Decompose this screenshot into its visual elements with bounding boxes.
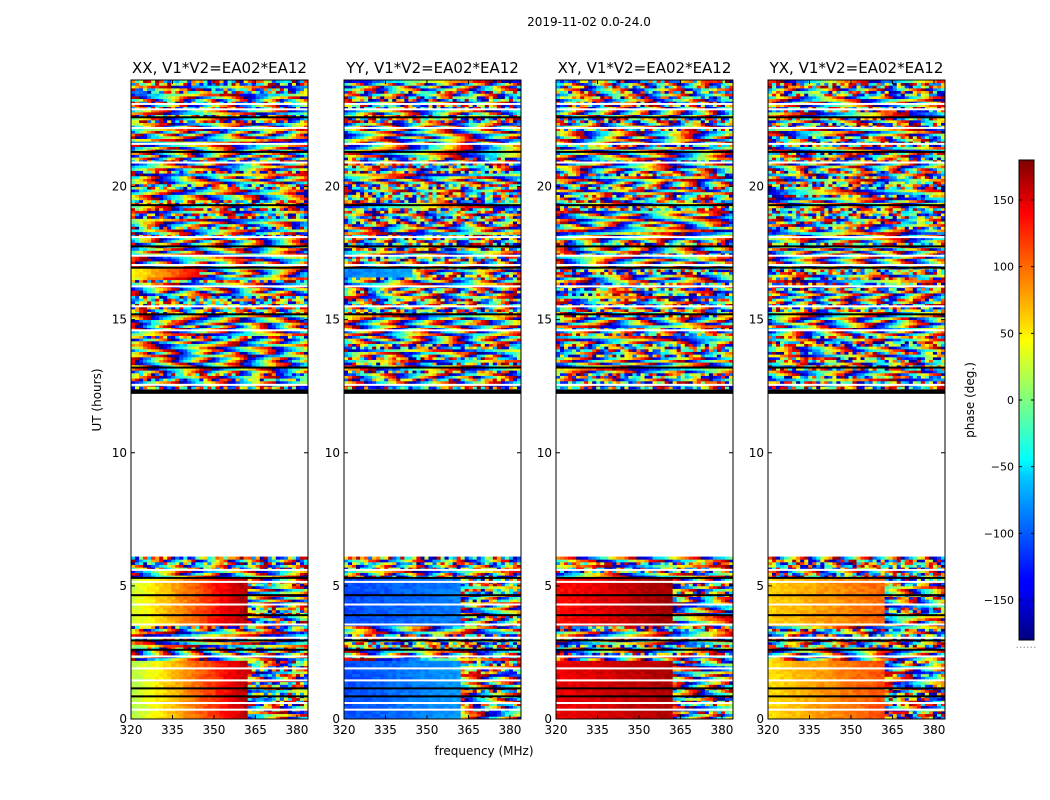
x-tick-label: 380 <box>922 723 945 737</box>
y-tick-label: 15 <box>112 313 127 327</box>
panel-3: XY, V1*V2=EA02*EA12 320 335 350 365 380 0 5 10 15… <box>537 59 734 737</box>
colorbar-tick-label: 0 <box>1007 394 1014 407</box>
colorbar-ticks: 150 100 50 0 −50 −100 −150 <box>984 194 1034 607</box>
y-tick-label: 0 <box>544 712 552 726</box>
y-tick-label: 10 <box>537 446 552 460</box>
panels: XX, V1*V2=EA02*EA12 320 335 350 365 380 0 5 10 15… <box>112 59 946 737</box>
x-tick-label: 320 <box>757 723 780 737</box>
x-tick-label: 320 <box>120 723 143 737</box>
y-tick-label: 20 <box>537 180 552 194</box>
x-axis-label: frequency (MHz) <box>434 744 533 758</box>
y-tick-label: 5 <box>119 579 127 593</box>
panel-title: XX, V1*V2=EA02*EA12 <box>132 59 307 77</box>
panel-title: XY, V1*V2=EA02*EA12 <box>558 59 732 77</box>
phase-image <box>131 80 308 719</box>
x-tick-label: 350 <box>628 723 651 737</box>
phase-image <box>768 80 945 719</box>
panel-4: YX, V1*V2=EA02*EA12 320 335 350 365 380 0 5 10 15… <box>749 59 946 737</box>
y-tick-label: 20 <box>749 180 764 194</box>
x-tick-label: 335 <box>798 723 821 737</box>
x-tick-label: 350 <box>840 723 863 737</box>
y-tick-label: 10 <box>112 446 127 460</box>
x-tick-label: 365 <box>881 723 904 737</box>
colorbar: 150 100 50 0 −50 −100 −150 phase (deg.) ...... <box>963 159 1037 651</box>
colorbar-tick-label: 100 <box>993 261 1014 274</box>
colorbar-tick-label: −100 <box>984 527 1014 540</box>
x-tick-label: 350 <box>203 723 226 737</box>
x-tick-label: 365 <box>669 723 692 737</box>
x-tick-label: 380 <box>498 723 521 737</box>
panel-title: YY, V1*V2=EA02*EA12 <box>345 59 519 77</box>
y-tick-label: 5 <box>756 579 764 593</box>
x-tick-label: 335 <box>374 723 397 737</box>
y-tick-label: 15 <box>325 313 340 327</box>
x-tick-label: 350 <box>416 723 439 737</box>
panel-frame <box>130 79 309 720</box>
panel-title: YX, V1*V2=EA02*EA12 <box>769 59 944 77</box>
panel-1: XX, V1*V2=EA02*EA12 320 335 350 365 380 0 5 10 15… <box>112 59 309 737</box>
y-tick-label: 0 <box>119 712 127 726</box>
x-tick-label: 335 <box>586 723 609 737</box>
y-tick-label: 15 <box>537 313 552 327</box>
colorbar-tick-label: −50 <box>991 461 1014 474</box>
y-tick-label: 5 <box>544 579 552 593</box>
y-tick-label: 20 <box>112 180 127 194</box>
y-tick-label: 20 <box>325 180 340 194</box>
x-tick-label: 380 <box>710 723 733 737</box>
colorbar-tick-label: −150 <box>984 594 1014 607</box>
y-tick-label: 0 <box>332 712 340 726</box>
y-tick-label: 10 <box>325 446 340 460</box>
x-tick-label: 365 <box>244 723 267 737</box>
y-tick-label: 10 <box>749 446 764 460</box>
colorbar-extra-label: ...... <box>1016 638 1037 651</box>
panel-frame <box>767 79 946 720</box>
colorbar-tick-label: 50 <box>1000 327 1014 340</box>
x-tick-label: 320 <box>545 723 568 737</box>
x-tick-label: 365 <box>457 723 480 737</box>
figure-title: 2019-11-02 0.0-24.0 <box>527 15 651 29</box>
colorbar-label: phase (deg.) <box>963 362 977 438</box>
x-tick-label: 320 <box>333 723 356 737</box>
colorbar-tick-label: 150 <box>993 194 1014 207</box>
phase-image <box>344 80 521 719</box>
panel-frame <box>555 79 734 720</box>
y-tick-label: 15 <box>749 313 764 327</box>
x-tick-label: 380 <box>285 723 308 737</box>
x-tick-label: 335 <box>161 723 184 737</box>
y-axis-label: UT (hours) <box>90 368 104 431</box>
phase-image <box>556 80 733 719</box>
panel-frame <box>343 79 522 720</box>
y-tick-label: 0 <box>756 712 764 726</box>
panel-2: YY, V1*V2=EA02*EA12 320 335 350 365 380 0 5 10 15… <box>325 59 522 737</box>
y-tick-label: 5 <box>332 579 340 593</box>
